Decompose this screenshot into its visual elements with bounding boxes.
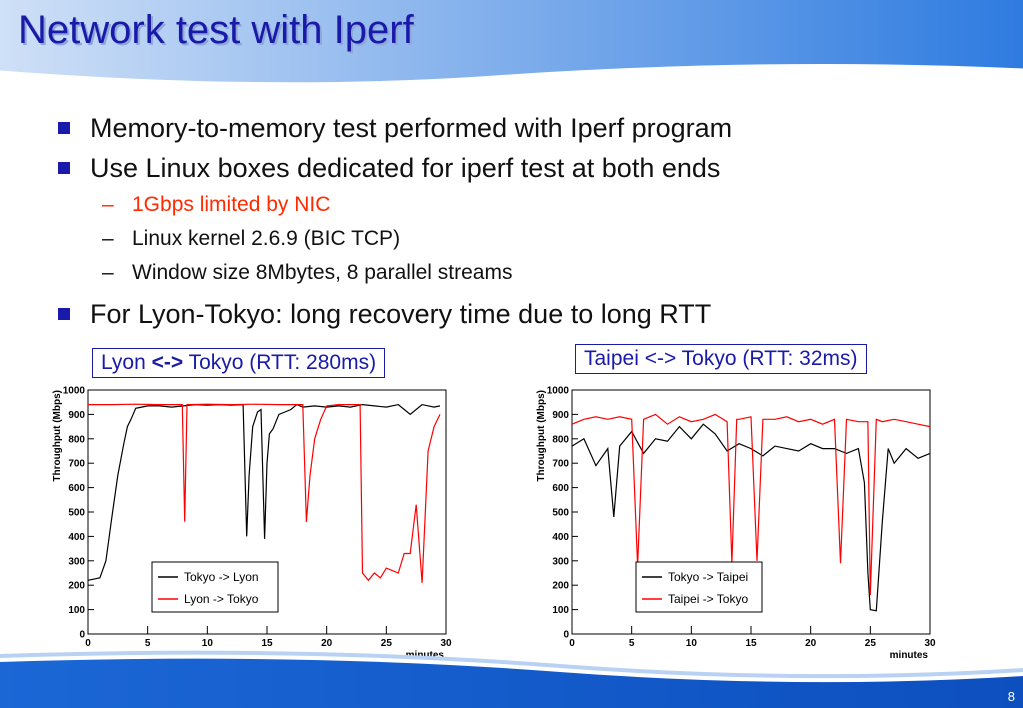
dash-bullet: – xyxy=(102,227,114,250)
sub-bullet-item: – Window size 8Mbytes, 8 parallel streams xyxy=(58,256,1008,290)
chart-taipei-tokyo: 0 100 200 300 400 500 600 700 800 900 1000 0 5 10 15 20… xyxy=(536,386,936,661)
y-tick-label: 300 xyxy=(68,556,85,567)
x-tick-label: 5 xyxy=(145,638,151,649)
y-tick-label: 400 xyxy=(552,532,569,543)
sub-bullet-item: –1Gbps limited by NIC xyxy=(58,188,1008,222)
title-band xyxy=(0,0,1023,86)
y-tick-label: 100 xyxy=(552,605,569,616)
y-tick-label: 600 xyxy=(552,483,569,494)
y-tick-label: 1000 xyxy=(63,386,86,397)
x-tick-label: 5 xyxy=(629,638,635,649)
square-bullet-icon xyxy=(58,162,70,174)
y-tick-label: 900 xyxy=(68,410,85,421)
chart-caption-taipei-tokyo: Taipei <-> Tokyo (RTT: 32ms) xyxy=(575,344,867,374)
chart-caption-lyon-tokyo: Lyon <-> Tokyo (RTT: 280ms) xyxy=(92,348,386,378)
legend-label: Tokyo -> Taipei xyxy=(668,570,748,584)
bullet-item: For Lyon-Tokyo: long recovery time due t… xyxy=(58,294,1008,334)
y-tick-label: 700 xyxy=(68,459,85,470)
y-axis-label: Throughput (Mbps) xyxy=(536,390,547,482)
series-line xyxy=(571,413,931,596)
y-tick-label: 200 xyxy=(552,581,569,592)
x-tick-label: 25 xyxy=(865,638,877,649)
y-tick-label: 800 xyxy=(552,434,569,445)
y-tick-label: 800 xyxy=(68,434,85,445)
y-tick-label: 300 xyxy=(552,556,569,567)
x-tick-label: 20 xyxy=(321,638,333,649)
series-line xyxy=(87,403,441,581)
x-tick-label: 30 xyxy=(924,638,936,649)
x-tick-label: 0 xyxy=(85,638,91,649)
slide-title: Network test with Iperf xyxy=(18,8,414,52)
legend-label: Tokyo -> Lyon xyxy=(184,570,259,584)
chart-lyon-tokyo: 0 100 200 300 400 500 600 700 800 900 1000 0 5 10 15 20… xyxy=(52,386,452,661)
caption-text: Tokyo (RTT: 280ms) xyxy=(183,351,377,374)
bullet-list: Memory-to-memory test performed with Ipe… xyxy=(58,108,1008,334)
bullet-item: Memory-to-memory test performed with Ipe… xyxy=(58,108,1008,148)
caption-text: Lyon xyxy=(101,351,152,374)
legend-label: Lyon -> Tokyo xyxy=(184,592,259,606)
square-bullet-icon xyxy=(58,122,70,134)
x-tick-label: 20 xyxy=(805,638,817,649)
y-axis-label: Throughput (Mbps) xyxy=(52,390,63,482)
x-tick-label: 10 xyxy=(202,638,214,649)
y-tick-label: 0 xyxy=(79,630,85,641)
bullet-text: For Lyon-Tokyo: long recovery time due t… xyxy=(90,299,712,329)
x-tick-label: 30 xyxy=(440,638,452,649)
y-tick-label: 100 xyxy=(68,605,85,616)
y-tick-label: 500 xyxy=(68,508,85,519)
x-tick-label: 10 xyxy=(686,638,698,649)
sub-bullet-text: Window size 8Mbytes, 8 parallel streams xyxy=(132,261,513,284)
y-tick-label: 700 xyxy=(552,459,569,470)
legend-box xyxy=(151,561,279,613)
bottom-band xyxy=(0,650,1023,708)
y-tick-label: 200 xyxy=(68,581,85,592)
y-tick-label: 900 xyxy=(552,410,569,421)
x-tick-label: 0 xyxy=(569,638,575,649)
series-line xyxy=(88,403,441,583)
x-tick-label: 25 xyxy=(381,638,393,649)
series-line xyxy=(571,423,931,612)
bullet-item: Use Linux boxes dedicated for iperf test… xyxy=(58,148,1008,188)
x-tick-label: 15 xyxy=(261,638,273,649)
y-tick-label: 600 xyxy=(68,483,85,494)
page-number: 8 xyxy=(1007,689,1015,704)
x-axis-label: minutes xyxy=(890,650,929,660)
bullet-text: Memory-to-memory test performed with Ipe… xyxy=(90,113,733,143)
y-tick-label: 500 xyxy=(552,508,569,519)
legend-box xyxy=(635,561,763,613)
dash-bullet: – xyxy=(102,193,114,216)
sub-bullet-item: – Linux kernel 2.6.9 (BIC TCP) xyxy=(58,222,1008,256)
square-bullet-icon xyxy=(58,308,70,320)
sub-bullet-text: Linux kernel 2.6.9 (BIC TCP) xyxy=(132,227,401,250)
dash-bullet: – xyxy=(102,261,114,284)
y-tick-label: 400 xyxy=(68,532,85,543)
x-tick-label: 15 xyxy=(745,638,757,649)
bullet-text: Use Linux boxes dedicated for iperf test… xyxy=(90,153,721,183)
caption-arrow: <-> xyxy=(151,351,184,374)
y-tick-label: 0 xyxy=(563,630,569,641)
x-axis-label: minutes xyxy=(406,650,445,660)
sub-bullet-text: 1Gbps limited by NIC xyxy=(132,193,331,216)
y-tick-label: 1000 xyxy=(547,386,570,397)
legend-label: Taipei -> Tokyo xyxy=(668,592,748,606)
